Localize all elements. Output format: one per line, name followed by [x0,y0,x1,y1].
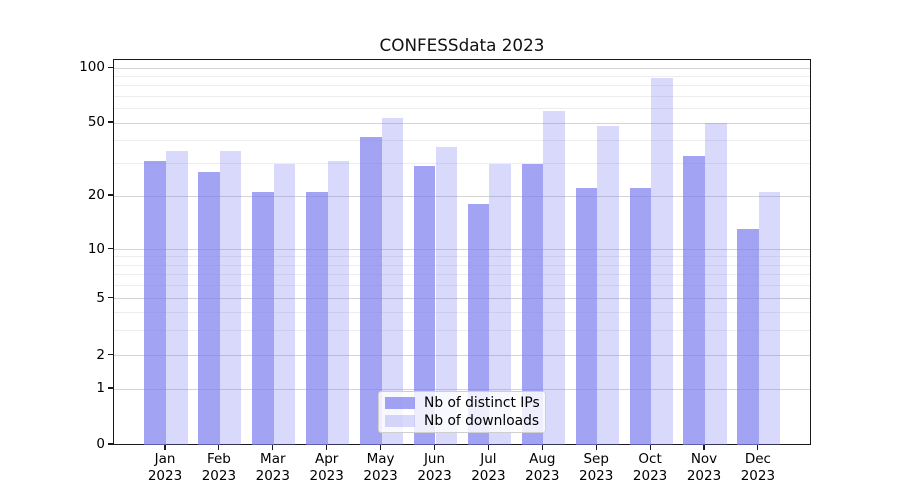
bar-downloads-jul [489,163,511,445]
y-tick-mark [107,353,113,356]
bar-downloads-dec [758,192,781,445]
bar-ips-jun [413,166,436,445]
x-tick-label-oct: Oct 2023 [632,451,668,484]
legend-label-downloads: Nb of downloads [424,412,540,429]
gridline-minor-7 [113,274,810,276]
gridline-minor-40 [113,140,810,142]
x-tick-label-jul: Jul 2023 [471,451,506,484]
y-tick-mark [107,194,113,196]
y-tick-mark [107,121,113,123]
gridline-minor-90 [113,76,810,78]
x-tick-label-feb: Feb 2023 [201,451,237,484]
chart-title: CONFESSdata 2023 [379,35,545,55]
gridline-minor-30 [113,163,810,165]
y-tick-label-10: 10 [87,240,105,257]
gridline-minor-80 [113,85,810,87]
y-tick-label-0: 0 [96,436,105,452]
x-tick-label-jan: Jan 2023 [147,451,183,484]
x-tick-mark [164,445,166,450]
y-tick-mark [107,296,113,299]
gridline-minor-6 [113,285,810,287]
y-tick-mark [107,387,113,389]
bar-downloads-jun [435,146,458,445]
bar-downloads-nov [705,123,727,445]
bar-ips-apr [306,192,328,445]
gridline-minor-4 [113,311,810,313]
bar-ips-aug [521,163,544,445]
x-tick-mark [757,445,759,450]
legend: Nb of distinct IPs Nb of downloads [378,391,546,433]
x-tick-label-dec: Dec 2023 [740,451,776,484]
legend-label-distinct-ips: Nb of distinct IPs [424,394,540,411]
legend-swatch-distinct-ips [385,396,415,410]
y-tick-label-5: 5 [96,289,105,306]
y-tick-label-100: 100 [79,59,105,76]
gridline-major-100 [113,67,810,69]
y-tick-mark [107,247,113,250]
bar-downloads-may [381,118,404,445]
bar-ips-nov [683,156,705,445]
bar-downloads-oct [651,78,673,445]
x-tick-mark [433,445,436,450]
x-tick-mark [272,445,274,450]
x-tick-label-mar: Mar 2023 [255,451,290,484]
x-tick-label-sep: Sep 2023 [579,451,614,484]
bar-ips-dec [737,229,759,445]
legend-entry-downloads: Nb of downloads [385,412,540,429]
x-tick-mark [487,445,489,450]
y-tick-mark [107,66,113,68]
bar-ips-mar [252,192,274,445]
x-tick-label-apr: Apr 2023 [309,451,344,484]
gridline-major-1 [113,388,810,390]
bar-downloads-aug [543,111,565,445]
gridline-major-50 [113,122,810,124]
y-tick-mark [107,443,113,445]
x-tick-label-jun: Jun 2023 [417,451,452,484]
x-tick-mark [541,445,543,450]
x-tick-mark [326,445,328,450]
bar-downloads-apr [327,161,350,445]
bar-ips-may [360,136,382,445]
gridline-major-2 [113,355,810,356]
x-tick-mark [595,445,597,450]
bar-downloads-jan [166,151,188,445]
x-tick-label-nov: Nov 2023 [686,451,722,484]
bar-downloads-mar [273,163,296,445]
gridline-minor-3 [113,329,810,331]
x-tick-mark [218,445,220,450]
gridline-major-20 [113,195,810,197]
bar-downloads-sep [597,126,619,445]
y-tick-label-50: 50 [87,114,105,130]
gridline-minor-9 [113,256,810,258]
bar-ips-oct [629,188,652,445]
x-tick-mark [380,445,382,450]
bar-ips-sep [575,188,598,445]
bar-ips-jan [144,161,166,445]
gridline-minor-60 [113,108,810,110]
bar-ips-feb [198,172,220,445]
y-tick-label-20: 20 [87,187,105,203]
legend-swatch-downloads [385,414,415,428]
gridline-minor-70 [113,95,810,97]
x-tick-label-may: May 2023 [363,451,398,484]
gridline-minor-8 [113,264,810,266]
legend-entry-distinct-ips: Nb of distinct IPs [385,394,540,411]
x-tick-label-aug: Aug 2023 [525,451,560,484]
y-tick-label-2: 2 [96,346,105,363]
y-tick-label-1: 1 [96,380,105,396]
x-tick-mark [703,445,705,450]
bar-ips-jul [467,204,490,445]
plot-area [112,59,811,445]
gridline-major-5 [113,298,810,299]
x-tick-mark [649,445,651,450]
gridline-major-10 [113,249,810,250]
bar-downloads-feb [219,151,242,445]
